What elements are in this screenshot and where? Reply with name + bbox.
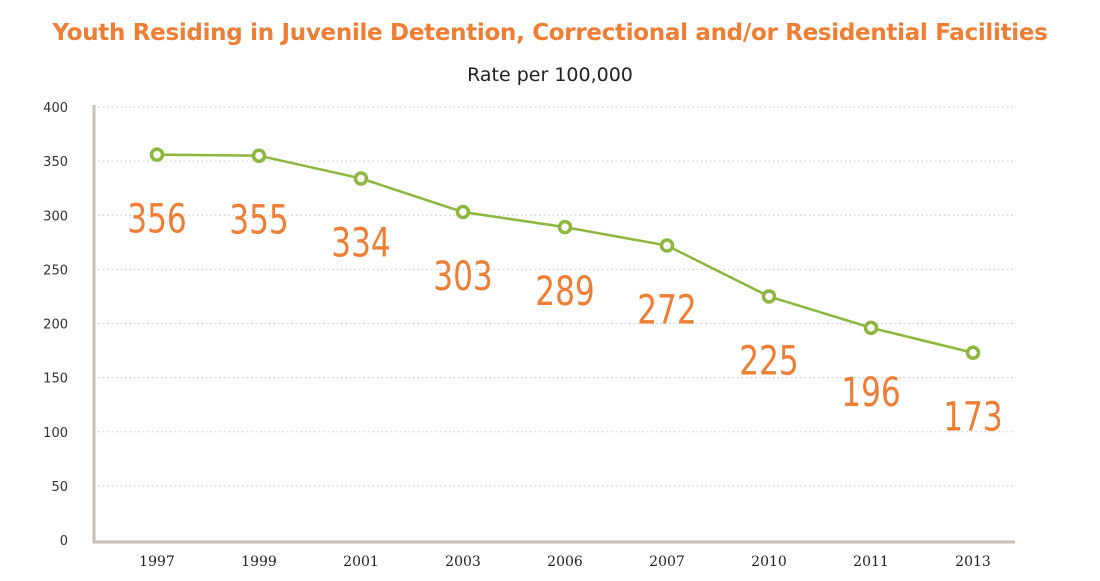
x-tick-label: 2003 bbox=[445, 554, 481, 570]
data-label: 356 bbox=[127, 197, 187, 243]
chart-subtitle: Rate per 100,000 bbox=[467, 64, 633, 86]
data-label: 272 bbox=[637, 288, 697, 334]
data-points bbox=[149, 147, 981, 360]
data-label: 334 bbox=[331, 221, 391, 267]
y-tick-label: 150 bbox=[43, 372, 68, 387]
data-point bbox=[659, 238, 675, 253]
x-tick-label: 2001 bbox=[343, 554, 379, 570]
data-label: 355 bbox=[229, 198, 289, 244]
y-tick-label: 300 bbox=[43, 209, 68, 224]
data-point bbox=[761, 289, 777, 304]
x-tick-label: 2011 bbox=[853, 554, 889, 570]
data-label: 173 bbox=[943, 395, 1003, 441]
y-tick-label: 200 bbox=[43, 318, 68, 333]
x-tick-label: 2006 bbox=[547, 554, 583, 570]
data-point bbox=[149, 147, 165, 162]
y-tick-label: 50 bbox=[51, 480, 68, 495]
y-tick-label: 350 bbox=[43, 155, 68, 170]
y-tick-label: 400 bbox=[43, 101, 68, 116]
y-tick-label: 250 bbox=[43, 263, 68, 278]
y-tick-label: 100 bbox=[43, 426, 68, 441]
data-point bbox=[863, 320, 879, 336]
y-tick-labels: 0 50 100 150 200 250 300 350 400 bbox=[43, 101, 68, 549]
data-label: 289 bbox=[535, 269, 595, 315]
x-tick-label: 1999 bbox=[241, 554, 277, 570]
data-label: 225 bbox=[739, 339, 799, 385]
x-tick-label: 2013 bbox=[955, 554, 991, 570]
data-point bbox=[965, 345, 981, 360]
chart-title: Youth Residing in Juvenile Detention, Co… bbox=[52, 20, 1048, 46]
x-tick-labels: 1997 1999 2001 2003 2006 2007 2010 2011 2013 bbox=[139, 554, 991, 570]
data-labels: 356 355 334 303 289 272 225 196 173 bbox=[127, 197, 1003, 441]
data-point bbox=[455, 204, 471, 220]
axes bbox=[92, 105, 1015, 544]
x-tick-label: 1997 bbox=[139, 554, 175, 570]
data-point bbox=[557, 219, 573, 235]
x-tick-label: 2007 bbox=[649, 554, 685, 570]
data-label: 196 bbox=[841, 370, 901, 416]
y-tick-label: 0 bbox=[60, 534, 68, 549]
x-tick-label: 2010 bbox=[751, 554, 787, 570]
data-point bbox=[353, 171, 369, 186]
data-point bbox=[251, 148, 267, 163]
data-label: 303 bbox=[433, 254, 493, 300]
